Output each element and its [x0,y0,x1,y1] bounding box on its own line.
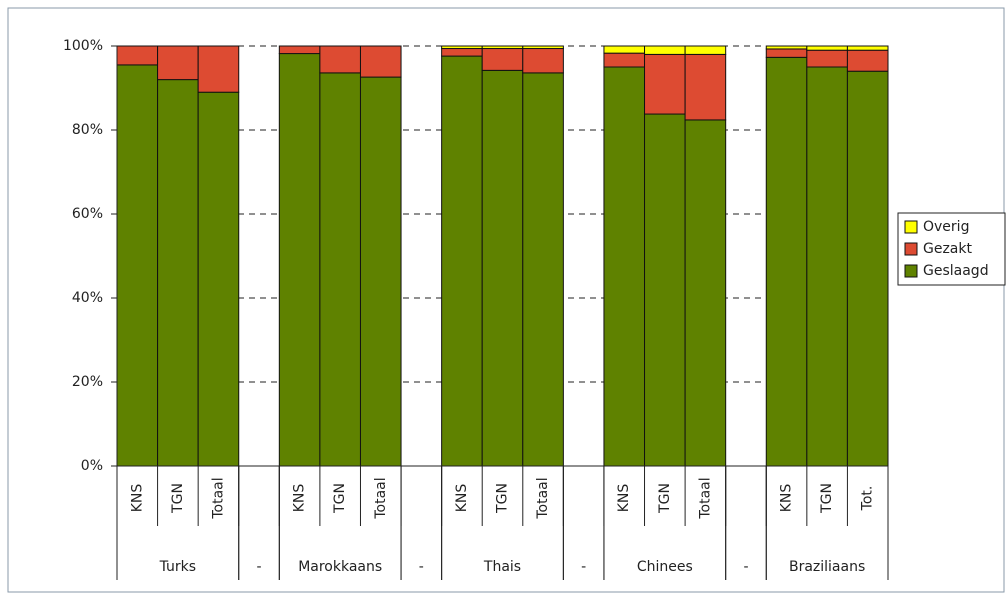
bar-segment [522,48,564,74]
bar-segment [806,49,848,68]
bar-segment [644,53,686,115]
bar-segment [359,76,402,467]
bar-segment [197,45,240,93]
bar-segment [522,72,564,467]
y-tick-label: 40% [72,290,103,306]
x-tick-label: Totaal [210,477,226,519]
bar-segment [197,91,240,467]
x-tick-label: KNS [779,484,795,513]
legend-swatch [904,242,918,256]
y-tick-label: 0% [81,458,103,474]
group-label: - [581,559,586,575]
x-tick-label: KNS [292,484,308,513]
bar-segment [116,45,159,66]
x-tick-label: TGN [657,483,673,514]
x-tick-label: Tot. [860,486,876,512]
x-tick-label: TGN [819,483,835,514]
x-tick-label: TGN [332,483,348,514]
y-tick-label: 60% [72,206,103,222]
legend-swatch [904,264,918,278]
bar-segment [441,55,483,467]
bar-segment [116,64,159,467]
bar-segment [806,66,848,467]
x-tick-label: TGN [170,483,186,514]
y-tick-label: 80% [72,122,103,138]
x-tick-label: Totaal [373,477,389,519]
bar-segment [603,66,646,467]
group-label: Braziliaans [789,559,865,575]
bar-segment [765,56,808,467]
bar-segment [846,45,889,51]
bar-segment [603,45,646,54]
bar-segment [441,48,483,57]
x-tick-label: TGN [495,483,511,514]
bar-segment [319,45,361,74]
group-label: - [419,559,424,575]
bar-segment [278,53,321,467]
group-label: Turks [159,559,196,575]
group-label: Chinees [637,559,693,575]
legend-label: Overig [923,219,969,235]
legend-label: Gezakt [923,241,972,257]
bar-segment [684,119,727,467]
bar-segment [684,53,727,121]
bar-segment [157,79,199,467]
bar-segment [765,45,808,50]
x-tick-label: KNS [454,484,470,513]
bar-segment [157,45,199,81]
bar-segment [765,48,808,58]
group-label: Marokkaans [298,559,382,575]
y-tick-label: 100% [63,38,103,54]
bar-segment [359,45,402,78]
bar-segment [644,45,686,55]
x-tick-label: Totaal [535,477,551,519]
x-tick-label: KNS [616,484,632,513]
bar-segment [481,48,524,71]
bar-segment [644,113,686,467]
bar-segment [278,45,321,55]
bar-segment [319,72,361,467]
x-tick-label: KNS [129,484,145,513]
x-tick-label: Totaal [697,477,713,519]
bar-segment [846,49,889,72]
bar-segment [846,70,889,467]
group-label: Thais [483,559,521,575]
bar-segment [806,45,848,51]
bar-segment [441,45,483,50]
y-tick-label: 20% [72,374,103,390]
legend-swatch [904,220,918,234]
legend-label: Geslaagd [923,263,989,279]
bar-segment [603,52,646,68]
bar-segment [481,69,524,467]
bar-segment [522,45,564,50]
group-label: - [256,559,261,575]
group-label: - [743,559,748,575]
bar-segment [684,45,727,55]
bar-segment [481,45,524,50]
